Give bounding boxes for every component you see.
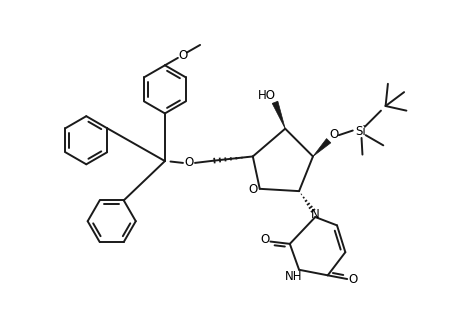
- Text: N: N: [310, 208, 319, 221]
- Text: O: O: [177, 49, 187, 61]
- Text: O: O: [248, 183, 257, 196]
- Text: NH: NH: [284, 270, 301, 283]
- Polygon shape: [312, 138, 330, 157]
- Text: HO: HO: [257, 89, 275, 102]
- Text: O: O: [184, 157, 193, 169]
- Text: O: O: [348, 274, 357, 287]
- Text: Si: Si: [354, 125, 365, 138]
- Text: O: O: [260, 233, 269, 246]
- Text: O: O: [329, 128, 338, 141]
- Polygon shape: [272, 101, 285, 129]
